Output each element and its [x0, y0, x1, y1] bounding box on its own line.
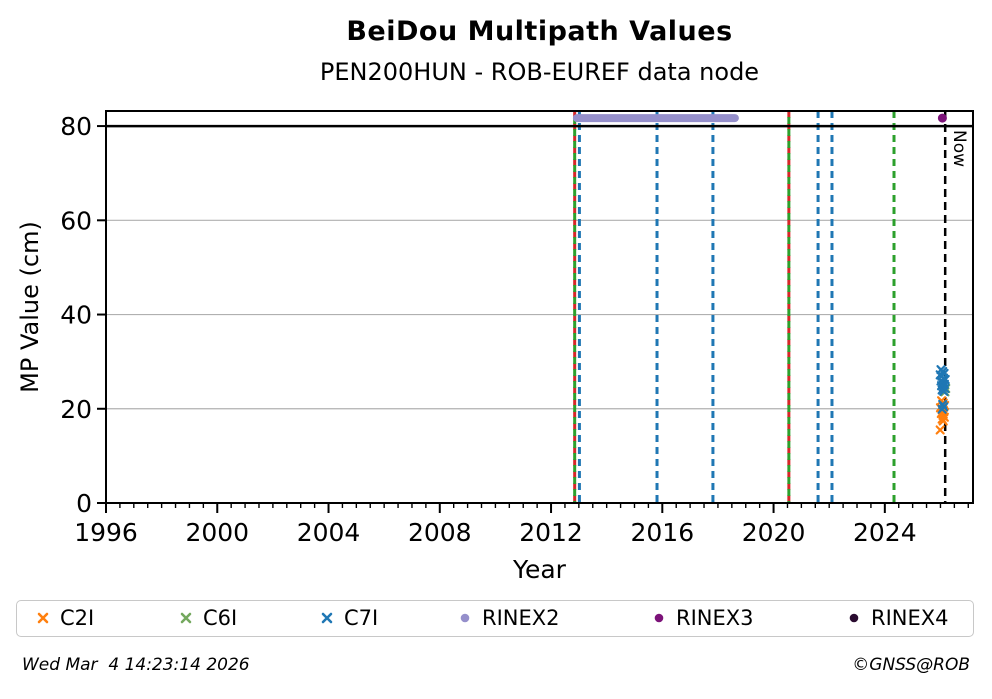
y-axis-label: MP Value (cm)	[16, 221, 44, 393]
legend-label: C6I	[203, 606, 238, 630]
x-axis-label: Year	[512, 555, 567, 584]
x-tick-label: 1996	[74, 518, 138, 547]
chart-subtitle: PEN200HUN - ROB-EUREF data node	[319, 58, 760, 86]
y-tick-label: 80	[60, 112, 92, 141]
legend-item-c6i: C6I	[180, 601, 237, 635]
x-tick-label: 2004	[297, 518, 361, 547]
data-point-c2i	[935, 425, 945, 435]
data-point-c7i	[939, 386, 949, 396]
legend-label: C7I	[344, 606, 379, 630]
legend-label: RINEX4	[871, 606, 949, 630]
data-point-c2i	[938, 416, 948, 426]
plot-frame	[105, 110, 974, 504]
chart-canvas: 1996 2000 2004 2008 2012 2016 2020 2024 0 20 40 60 8…	[16, 110, 974, 584]
x-tick-label: 2020	[742, 518, 806, 547]
legend-item-rinex4: RINEX4	[848, 601, 949, 635]
legend-item-rinex2: RINEX2	[459, 601, 560, 635]
x-tick-label: 2008	[408, 518, 472, 547]
legend-item-c2i: C2I	[37, 601, 94, 635]
legend-marker-x-icon	[180, 612, 192, 624]
legend-marker-circle-icon	[460, 613, 470, 623]
legend-marker-circle-icon	[654, 613, 664, 623]
data-point-rinex3	[937, 113, 947, 123]
legend-marker-x-icon	[321, 612, 333, 624]
data-point-c7i	[937, 404, 947, 414]
x-tick-label: 2012	[519, 518, 583, 547]
y-tick-label: 0	[76, 489, 92, 518]
y-tick-label: 40	[60, 301, 92, 330]
legend-marker-circle-icon	[849, 613, 859, 623]
credit-text: ©GNSS@ROB	[852, 655, 970, 675]
y-tick-label: 60	[60, 206, 92, 235]
x-tick-label: 2000	[185, 518, 249, 547]
x-tick-label: 2024	[853, 518, 917, 547]
now-line-label: Now	[949, 130, 970, 168]
legend-label: RINEX2	[482, 606, 560, 630]
legend-item-c7i: C7I	[321, 601, 378, 635]
legend-label: C2I	[60, 606, 95, 630]
legend-item-rinex3: RINEX3	[653, 601, 754, 635]
y-tick-label: 20	[60, 395, 92, 424]
chart-legend: C2I C6I C7I RINEX2 RINEX3 RINEX4	[16, 600, 974, 637]
legend-marker-x-icon	[37, 612, 49, 624]
legend-label: RINEX3	[676, 606, 754, 630]
chart-title: BeiDou Multipath Values	[346, 16, 733, 47]
timestamp-text: Wed Mar 4 14:23:14 2026	[22, 655, 250, 675]
x-tick-label: 2016	[630, 518, 694, 547]
